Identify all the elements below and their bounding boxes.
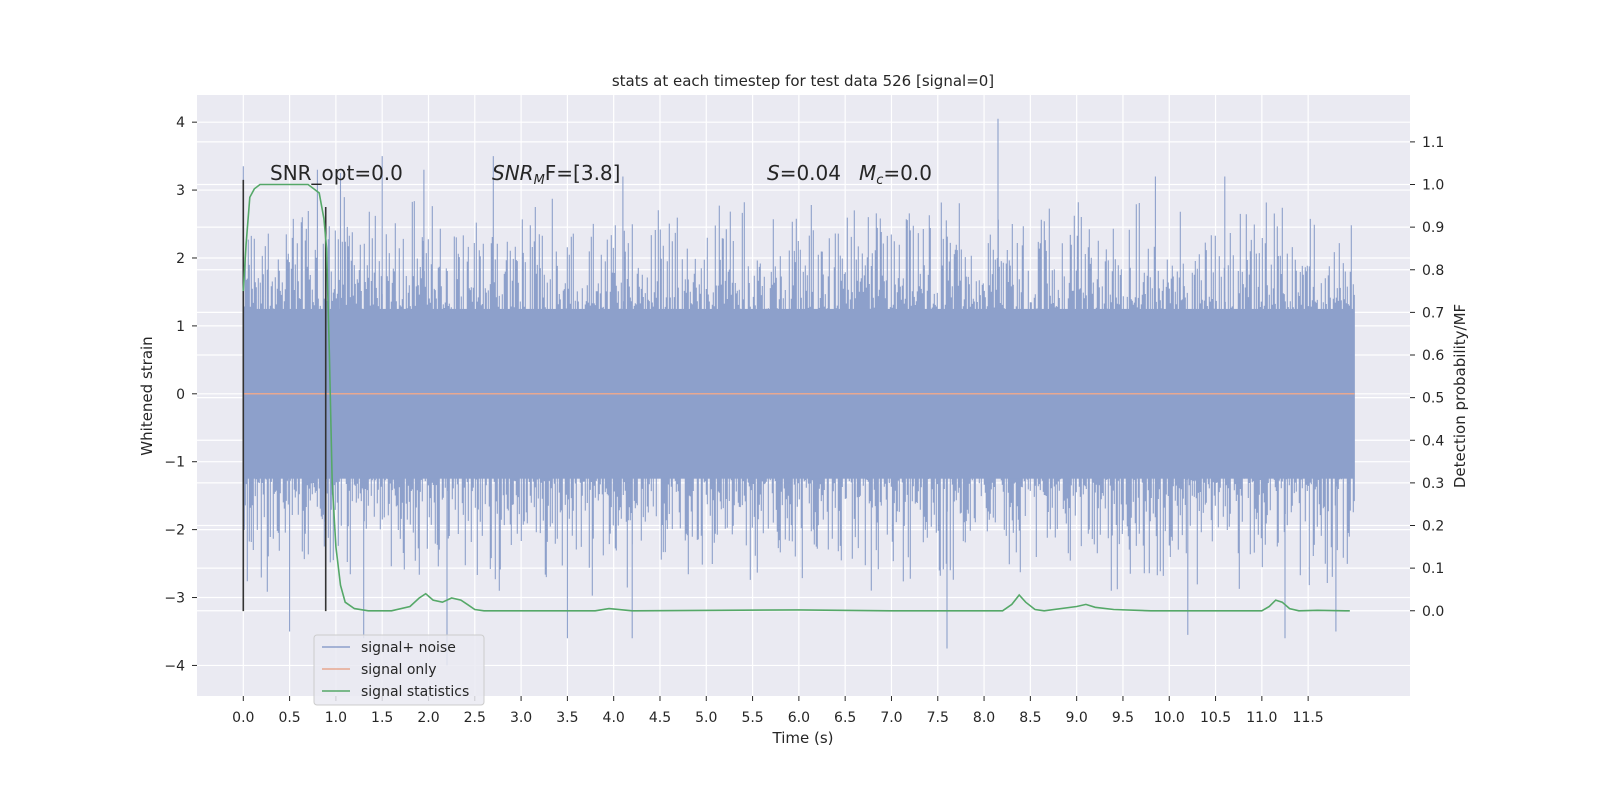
- right-y-axis-label: Detection probability/MF: [1451, 304, 1469, 488]
- x-tick-label: 10.5: [1200, 710, 1231, 726]
- x-tick-label: 1.0: [325, 710, 347, 726]
- x-tick-label: 11.0: [1246, 710, 1277, 726]
- x-tick-label: 6.0: [788, 710, 810, 726]
- x-tick-label: 9.5: [1112, 710, 1134, 726]
- x-tick-label: 7.5: [927, 710, 949, 726]
- x-tick-label: 9.0: [1066, 710, 1088, 726]
- y-tick-label-right: 0.5: [1422, 391, 1444, 407]
- left-y-axis-label: Whitened strain: [138, 336, 156, 455]
- marker-lines: [242, 179, 327, 612]
- snr-opt-annotation: SNR_opt=0.0: [270, 161, 403, 185]
- y-tick-label-right: 0.8: [1422, 263, 1444, 279]
- s-value: =0.04: [780, 161, 841, 185]
- x-tick-label: 7.0: [880, 710, 902, 726]
- right-y-axis-ticks: 1.1 1.0 0.9 0.8 0.7 0.6 0.5 0.4 0.3 0.2 0.1 0.0: [1410, 135, 1444, 620]
- y-tick-label-left: 3: [176, 183, 185, 199]
- y-tick-label-right: 1.0: [1422, 178, 1444, 194]
- y-tick-label-left: 1: [176, 319, 185, 335]
- x-tick-label: 8.5: [1019, 710, 1041, 726]
- x-tick-label: 8.0: [973, 710, 995, 726]
- y-tick-label-left: −2: [164, 523, 185, 539]
- legend: signal+ noise signal only signal statist…: [313, 634, 485, 706]
- y-tick-label-right: 0.6: [1422, 348, 1444, 364]
- mc-value: =0.0: [883, 161, 932, 185]
- x-tick-label: 2.5: [464, 710, 486, 726]
- legend-label-signal-statistics: signal statistics: [361, 684, 469, 700]
- y-tick-label-right: 0.7: [1422, 305, 1444, 321]
- y-tick-label-left: −1: [164, 455, 185, 471]
- snr-mf-rest: F=[3.8]: [545, 161, 621, 185]
- signal-statistics-series: [242, 183, 1350, 612]
- legend-label-signal-plus-noise: signal+ noise: [361, 640, 456, 656]
- snr-mf-base: SNR: [492, 161, 534, 185]
- mc-label: M: [859, 161, 876, 185]
- x-tick-label: 0.5: [278, 710, 300, 726]
- snr-mf-subscript: M: [534, 173, 545, 188]
- x-tick-label: 5.5: [741, 710, 763, 726]
- x-tick-label: 5.0: [695, 710, 717, 726]
- snr-mf-annotation: SNRMF=[3.8]: [492, 161, 620, 188]
- y-tick-label-right: 0.2: [1422, 519, 1444, 535]
- y-tick-label-right: 0.4: [1422, 433, 1444, 449]
- x-axis-label: Time (s): [772, 729, 834, 747]
- y-tick-label-left: −3: [164, 591, 185, 607]
- x-tick-label: 11.5: [1293, 710, 1324, 726]
- y-tick-label-left: 2: [176, 251, 185, 267]
- x-tick-label: 3.5: [556, 710, 578, 726]
- x-tick-label: 1.5: [371, 710, 393, 726]
- x-tick-label: 4.5: [649, 710, 671, 726]
- legend-label-signal-only: signal only: [361, 662, 436, 678]
- y-tick-label-right: 0.0: [1422, 604, 1444, 620]
- x-tick-label: 4.0: [603, 710, 625, 726]
- s-annotation: S=0.04: [767, 161, 841, 185]
- x-axis-ticks: 0.0 0.5 1.0 1.5 2.0 2.5 3.0 3.5 4.0 4.5 5.0 5.5 6.0 6…: [232, 696, 1324, 726]
- left-y-axis-ticks: 4 3 2 1 0 −1 −2 −3 −4: [164, 115, 197, 674]
- chart-title: stats at each timestep for test data 526…: [612, 72, 994, 90]
- x-tick-label: 6.5: [834, 710, 856, 726]
- mc-subscript: c: [876, 173, 883, 188]
- y-tick-label-right: 1.1: [1422, 135, 1444, 151]
- x-tick-label: 10.0: [1154, 710, 1185, 726]
- y-tick-label-left: −4: [164, 658, 185, 674]
- annotations: SNR_opt=0.0 SNRMF=[3.8] S=0.04 Mc=0.0: [270, 161, 932, 188]
- y-tick-label-right: 0.9: [1422, 220, 1444, 236]
- y-tick-label-left: 0: [176, 387, 185, 403]
- x-tick-label: 0.0: [232, 710, 254, 726]
- y-tick-label-right: 0.3: [1422, 476, 1444, 492]
- y-tick-label-left: 4: [176, 115, 185, 131]
- legend-box: [313, 634, 485, 706]
- x-tick-label: 2.0: [417, 710, 439, 726]
- y-tick-label-right: 0.1: [1422, 561, 1444, 577]
- s-label: S: [767, 161, 780, 185]
- x-tick-label: 3.0: [510, 710, 532, 726]
- mc-annotation: Mc=0.0: [859, 161, 932, 188]
